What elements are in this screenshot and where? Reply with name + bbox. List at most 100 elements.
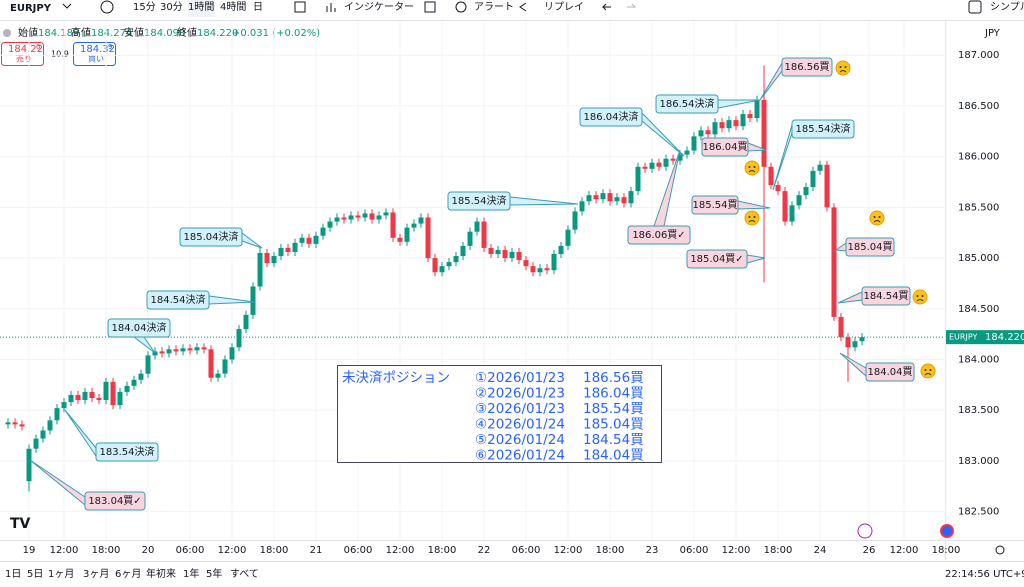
candle-body: [446, 262, 452, 267]
candle-body: [390, 212, 396, 238]
sell-button[interactable]: [1, 42, 44, 66]
replay-button[interactable]: リプレイ: [544, 1, 584, 13]
candle-body: [243, 314, 249, 330]
candle-body: [75, 394, 81, 401]
currency-label[interactable]: JPY: [984, 28, 1001, 39]
candle-body: [726, 120, 732, 129]
range-button[interactable]: 5年: [206, 567, 222, 580]
chart-type-icon[interactable]: [294, 1, 306, 13]
x-tick-label: 20: [142, 545, 155, 556]
position-date: ⑤2026/01/24: [475, 432, 565, 448]
interval-button[interactable]: 15分: [133, 1, 156, 13]
candle-body: [61, 402, 67, 409]
layout-checkbox[interactable]: [968, 0, 982, 14]
candle-body: [271, 256, 277, 264]
candle-body: [306, 237, 312, 244]
face-eye: [929, 369, 932, 371]
callout-box: [861, 286, 911, 306]
compare-icon[interactable]: [62, 3, 72, 9]
clock: 22:14:56 UTC+9: [945, 569, 1024, 580]
candle-body: [495, 249, 501, 254]
buy-price[interactable]: 184.32: [80, 44, 115, 55]
session-icon[interactable]: [940, 524, 954, 538]
indicator-icon[interactable]: [326, 3, 336, 12]
redo-icon: [627, 3, 637, 8]
y-tick-label: 187.000: [958, 50, 999, 61]
alert-icon[interactable]: [455, 1, 467, 13]
position-box-title: 未決済ポジション: [342, 370, 450, 386]
face-eye: [753, 216, 756, 218]
replay-icon[interactable]: [519, 2, 527, 12]
callout-box: [655, 94, 719, 114]
worried-face: [912, 289, 928, 305]
candle-body: [68, 394, 74, 403]
range-button[interactable]: 3ヶ月: [83, 568, 109, 580]
range-button[interactable]: 1日: [5, 569, 21, 580]
face-eye: [924, 369, 927, 371]
layout-button[interactable]: シンプル: [990, 1, 1024, 13]
event-icon[interactable]: [857, 523, 873, 539]
y-tick-label: 186.000: [958, 152, 999, 163]
buy-button[interactable]: [73, 42, 116, 66]
candle-body: [292, 242, 298, 252]
interval-button[interactable]: 4時間: [220, 1, 246, 13]
range-button[interactable]: 5日: [27, 569, 43, 580]
buy-price-sup[interactable]: 9: [108, 43, 112, 51]
indicators-button[interactable]: インジケーター: [344, 1, 414, 13]
change-value: +0.031 (+0.02%): [232, 28, 320, 39]
range-button[interactable]: 1年: [183, 567, 199, 580]
candle-body: [488, 247, 494, 254]
sell-price[interactable]: 184.22: [8, 44, 43, 55]
interval-button[interactable]: 30分: [160, 1, 183, 13]
legend-toggle[interactable]: [3, 29, 11, 37]
layout-icon[interactable]: [424, 1, 436, 13]
interval-button[interactable]: 1時間: [188, 1, 214, 13]
x-tick-label: 18:00: [596, 545, 625, 556]
callout-text: 185.04買: [848, 241, 893, 253]
candle-body: [509, 251, 515, 259]
candle-body: [453, 256, 459, 263]
range-button[interactable]: すべて: [230, 568, 259, 580]
candle-body: [327, 221, 333, 228]
candle-body: [12, 422, 18, 425]
callout-text: 186.56買: [785, 61, 830, 73]
candle-body: [607, 193, 613, 202]
x-tick-label: 12:00: [890, 545, 919, 556]
logo[interactable]: TV: [10, 516, 31, 532]
sell-label[interactable]: 売り: [16, 54, 32, 64]
candle-body: [859, 337, 865, 342]
candle-body: [824, 164, 830, 208]
symbol[interactable]: EURJPY: [10, 3, 52, 14]
candle-body: [285, 247, 291, 252]
settings-icon[interactable]: [995, 545, 1005, 555]
callout-text: 184.04決済: [112, 321, 167, 334]
candle-body: [586, 195, 592, 202]
sell-price-sup[interactable]: 0: [36, 43, 40, 51]
x-tick-label: 12:00: [218, 545, 247, 556]
low-value: 184.090: [144, 28, 185, 39]
annotations: 183.04買✓ 183.54決済 184.04決済 184.54決済 185.04決済…: [29, 57, 936, 511]
buy-label[interactable]: 買い: [88, 55, 104, 64]
face-mouth: [748, 220, 756, 223]
candle-body: [565, 229, 571, 246]
range-button[interactable]: 6ヶ月: [115, 568, 141, 580]
range-button[interactable]: 年初来: [146, 567, 176, 580]
alert-button[interactable]: アラート: [474, 1, 514, 13]
interval-button[interactable]: 日: [253, 2, 263, 13]
callout-box: [447, 191, 511, 211]
callout-box: [146, 290, 210, 310]
close-label: 終値: [177, 26, 197, 39]
candle-body: [810, 170, 816, 188]
add-symbol-icon[interactable]: [100, 0, 114, 14]
face-eye: [873, 216, 876, 218]
undo-icon[interactable]: [601, 3, 611, 11]
callout-box: [107, 318, 171, 338]
candle-body: [187, 348, 193, 351]
candle-body: [138, 373, 144, 380]
candle-body: [320, 227, 326, 236]
range-button[interactable]: 1ヶ月: [48, 568, 74, 580]
candle-body: [82, 391, 88, 401]
y-tick-label: 184.500: [958, 304, 999, 315]
y-tick-label: 184.000: [958, 354, 999, 365]
callout-box: [781, 57, 833, 77]
